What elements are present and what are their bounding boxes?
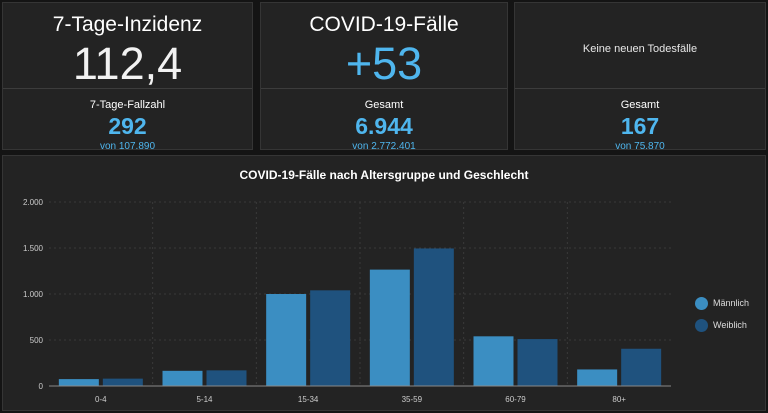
cases-total-of: von 2.772.401	[352, 141, 416, 152]
cases-total-label: Gesamt	[364, 99, 404, 111]
x-tick-label: 80+	[612, 395, 626, 404]
bar-male-0-4[interactable]	[58, 379, 99, 386]
card-divider	[261, 88, 507, 89]
y-tick-label: 2.000	[23, 198, 44, 207]
deaths-total-label: Gesamt	[620, 99, 660, 111]
cases-total-value: 6.944	[355, 113, 413, 139]
bar-male-5-14[interactable]	[162, 370, 203, 386]
legend-dot-female	[695, 318, 708, 332]
no-new-deaths-message: Keine neuen Todesfälle	[582, 43, 698, 55]
card-divider	[515, 88, 765, 89]
bar-male-80+[interactable]	[577, 369, 618, 386]
cases-card: COVID-19-Fälle +53 Gesamt 6.944 von 2.77…	[260, 2, 508, 152]
incidence-title: 7-Tage-Inzidenz	[52, 13, 203, 36]
y-tick-label: 0	[39, 382, 44, 391]
bar-male-60-79[interactable]	[473, 336, 514, 386]
y-tick-label: 1.000	[23, 290, 44, 299]
deaths-total-value: 167	[620, 113, 660, 139]
card-divider	[3, 88, 252, 89]
deaths-card: Keine neuen Todesfälle Gesamt 167 von 75…	[514, 2, 766, 152]
bar-chart: 0 500 1.000 1.500 2.000 0-4 5-14 15-34 35-59 60-7…	[23, 198, 671, 404]
legend-label-male: Männlich	[713, 298, 750, 308]
chart-legend: Männlich Weiblich	[695, 292, 749, 336]
deaths-total-of: von 75.870	[615, 141, 665, 152]
cases-title: COVID-19-Fälle	[309, 13, 459, 36]
bar-female-35-59[interactable]	[413, 248, 454, 386]
incidence-value: 112,4	[72, 38, 183, 89]
bar-female-80+[interactable]	[621, 348, 662, 386]
case-count-value: 292	[108, 113, 147, 139]
legend-item-female[interactable]: Weiblich	[695, 314, 749, 336]
x-tick-label: 5-14	[196, 395, 213, 404]
bar-female-5-14[interactable]	[206, 370, 247, 386]
bar-female-15-34[interactable]	[310, 290, 351, 386]
x-tick-label: 0-4	[95, 395, 107, 404]
x-tick-label: 15-34	[298, 395, 319, 404]
legend-label-female: Weiblich	[713, 320, 747, 330]
new-cases-value: +53	[345, 38, 423, 89]
incidence-card: 7-Tage-Inzidenz 112,4 7-Tage-Fallzahl 29…	[2, 2, 253, 152]
y-tick-label: 500	[30, 336, 44, 345]
y-tick-label: 1.500	[23, 244, 44, 253]
bar-male-35-59[interactable]	[369, 269, 410, 386]
bar-female-60-79[interactable]	[517, 339, 558, 386]
x-tick-label: 60-79	[505, 395, 526, 404]
case-count-label: 7-Tage-Fallzahl	[89, 99, 166, 111]
chart-title: COVID-19-Fälle nach Altersgruppe und Ges…	[239, 168, 529, 182]
case-count-total: von 107.890	[99, 141, 156, 152]
chart-panel: COVID-19-Fälle nach Altersgruppe und Ges…	[2, 155, 766, 411]
x-tick-label: 35-59	[402, 395, 423, 404]
legend-dot-male	[695, 296, 708, 310]
bar-male-15-34[interactable]	[266, 294, 307, 386]
legend-item-male[interactable]: Männlich	[695, 292, 749, 314]
bar-female-0-4[interactable]	[102, 378, 143, 386]
